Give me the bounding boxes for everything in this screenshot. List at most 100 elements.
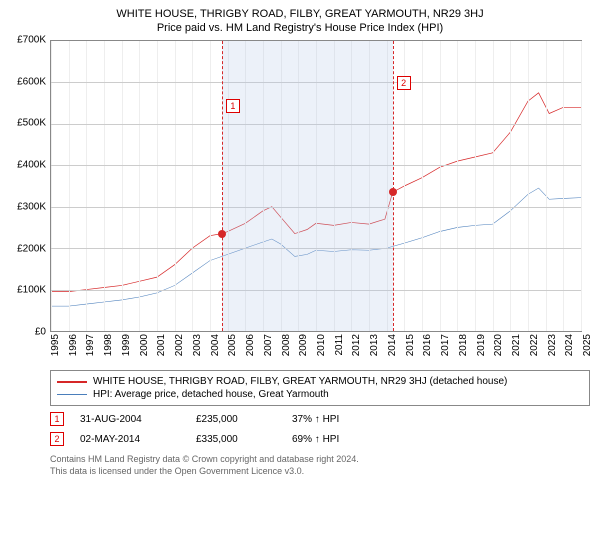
- gridline-vertical: [546, 41, 547, 331]
- legend-swatch: [57, 394, 87, 395]
- footer-attribution: Contains HM Land Registry data © Crown c…: [50, 454, 590, 477]
- y-tick-label: £400K: [17, 160, 46, 171]
- legend-label: HPI: Average price, detached house, Grea…: [93, 389, 329, 400]
- marker-label: 1: [226, 99, 240, 113]
- gridline-vertical: [104, 41, 105, 331]
- gridline-horizontal: [51, 82, 581, 83]
- x-tick-label: 2012: [351, 334, 362, 356]
- x-tick-label: 2011: [334, 334, 345, 356]
- x-tick-label: 1996: [68, 334, 79, 356]
- y-tick-label: £600K: [17, 76, 46, 87]
- x-tick-label: 2004: [210, 334, 221, 356]
- x-tick-label: 2001: [156, 334, 167, 356]
- gridline-vertical: [563, 41, 564, 331]
- event-row: 2 02-MAY-2014 £335,000 69% ↑ HPI: [50, 432, 590, 446]
- y-tick-label: £300K: [17, 201, 46, 212]
- x-tick-label: 2020: [493, 334, 504, 356]
- gridline-horizontal: [51, 248, 581, 249]
- gridline-vertical: [334, 41, 335, 331]
- x-tick-label: 2015: [405, 334, 416, 356]
- gridline-vertical: [192, 41, 193, 331]
- gridline-horizontal: [51, 207, 581, 208]
- x-tick-label: 2005: [227, 334, 238, 356]
- chart: £0£100K£200K£300K£400K£500K£600K£700K 12…: [10, 40, 590, 360]
- marker-line: [222, 41, 223, 331]
- gridline-vertical: [528, 41, 529, 331]
- gridline-vertical: [387, 41, 388, 331]
- y-tick-label: £500K: [17, 118, 46, 129]
- gridline-vertical: [493, 41, 494, 331]
- gridline-vertical: [69, 41, 70, 331]
- marker-dot: [389, 188, 397, 196]
- gridline-vertical: [440, 41, 441, 331]
- x-tick-label: 2016: [422, 334, 433, 356]
- gridline-vertical: [351, 41, 352, 331]
- x-tick-label: 2013: [369, 334, 380, 356]
- gridline-vertical: [369, 41, 370, 331]
- gridline-vertical: [281, 41, 282, 331]
- event-date: 31-AUG-2004: [80, 414, 180, 425]
- footer-line-1: Contains HM Land Registry data © Crown c…: [50, 454, 590, 466]
- x-tick-label: 2003: [192, 334, 203, 356]
- gridline-vertical: [316, 41, 317, 331]
- gridline-vertical: [457, 41, 458, 331]
- y-axis: £0£100K£200K£300K£400K£500K£600K£700K: [10, 40, 50, 332]
- marker-label: 2: [397, 76, 411, 90]
- legend-item: WHITE HOUSE, THRIGBY ROAD, FILBY, GREAT …: [57, 375, 583, 388]
- x-tick-label: 2018: [458, 334, 469, 356]
- x-tick-label: 2022: [529, 334, 540, 356]
- gridline-vertical: [245, 41, 246, 331]
- gridline-vertical: [157, 41, 158, 331]
- gridline-vertical: [86, 41, 87, 331]
- event-hpi: 69% ↑ HPI: [292, 434, 382, 445]
- y-tick-label: £100K: [17, 285, 46, 296]
- x-tick-label: 2006: [245, 334, 256, 356]
- y-tick-label: £200K: [17, 243, 46, 254]
- x-tick-label: 2019: [476, 334, 487, 356]
- x-tick-label: 2024: [564, 334, 575, 356]
- legend-item: HPI: Average price, detached house, Grea…: [57, 388, 583, 401]
- x-tick-label: 2000: [139, 334, 150, 356]
- x-tick-label: 2002: [174, 334, 185, 356]
- gridline-vertical: [51, 41, 52, 331]
- event-date: 02-MAY-2014: [80, 434, 180, 445]
- gridline-vertical: [298, 41, 299, 331]
- x-tick-label: 2017: [440, 334, 451, 356]
- event-number-box: 2: [50, 432, 64, 446]
- gridline-vertical: [228, 41, 229, 331]
- x-tick-label: 2023: [547, 334, 558, 356]
- y-tick-label: £0: [35, 327, 46, 338]
- x-tick-label: 2010: [316, 334, 327, 356]
- marker-dot: [218, 230, 226, 238]
- x-tick-label: 1999: [121, 334, 132, 356]
- legend-label: WHITE HOUSE, THRIGBY ROAD, FILBY, GREAT …: [93, 376, 507, 387]
- legend: WHITE HOUSE, THRIGBY ROAD, FILBY, GREAT …: [50, 370, 590, 406]
- gridline-vertical: [263, 41, 264, 331]
- x-tick-label: 1995: [50, 334, 61, 356]
- gridline-vertical: [581, 41, 582, 331]
- gridline-vertical: [510, 41, 511, 331]
- gridline-vertical: [422, 41, 423, 331]
- x-tick-label: 2025: [582, 334, 593, 356]
- footer-line-2: This data is licensed under the Open Gov…: [50, 466, 590, 478]
- x-tick-label: 1998: [103, 334, 114, 356]
- event-price: £235,000: [196, 414, 276, 425]
- gridline-vertical: [475, 41, 476, 331]
- event-hpi: 37% ↑ HPI: [292, 414, 382, 425]
- x-tick-label: 2009: [298, 334, 309, 356]
- gridline-vertical: [175, 41, 176, 331]
- gridline-vertical: [210, 41, 211, 331]
- legend-swatch: [57, 381, 87, 383]
- event-row: 131-AUG-2004£235,00037% ↑ HPI: [50, 412, 590, 426]
- x-tick-label: 2008: [281, 334, 292, 356]
- x-tick-label: 2007: [263, 334, 274, 356]
- gridline-vertical: [139, 41, 140, 331]
- chart-title-1: WHITE HOUSE, THRIGBY ROAD, FILBY, GREAT …: [10, 8, 590, 20]
- x-axis: 1995 1996 1997 1998 1999 2000 2001 2002 2003 2004…: [50, 332, 582, 360]
- gridline-horizontal: [51, 124, 581, 125]
- x-tick-label: 2021: [511, 334, 522, 356]
- event-price: £335,000: [196, 434, 276, 445]
- gridline-horizontal: [51, 290, 581, 291]
- chart-title-2: Price paid vs. HM Land Registry's House …: [10, 22, 590, 34]
- x-tick-label: 1997: [85, 334, 96, 356]
